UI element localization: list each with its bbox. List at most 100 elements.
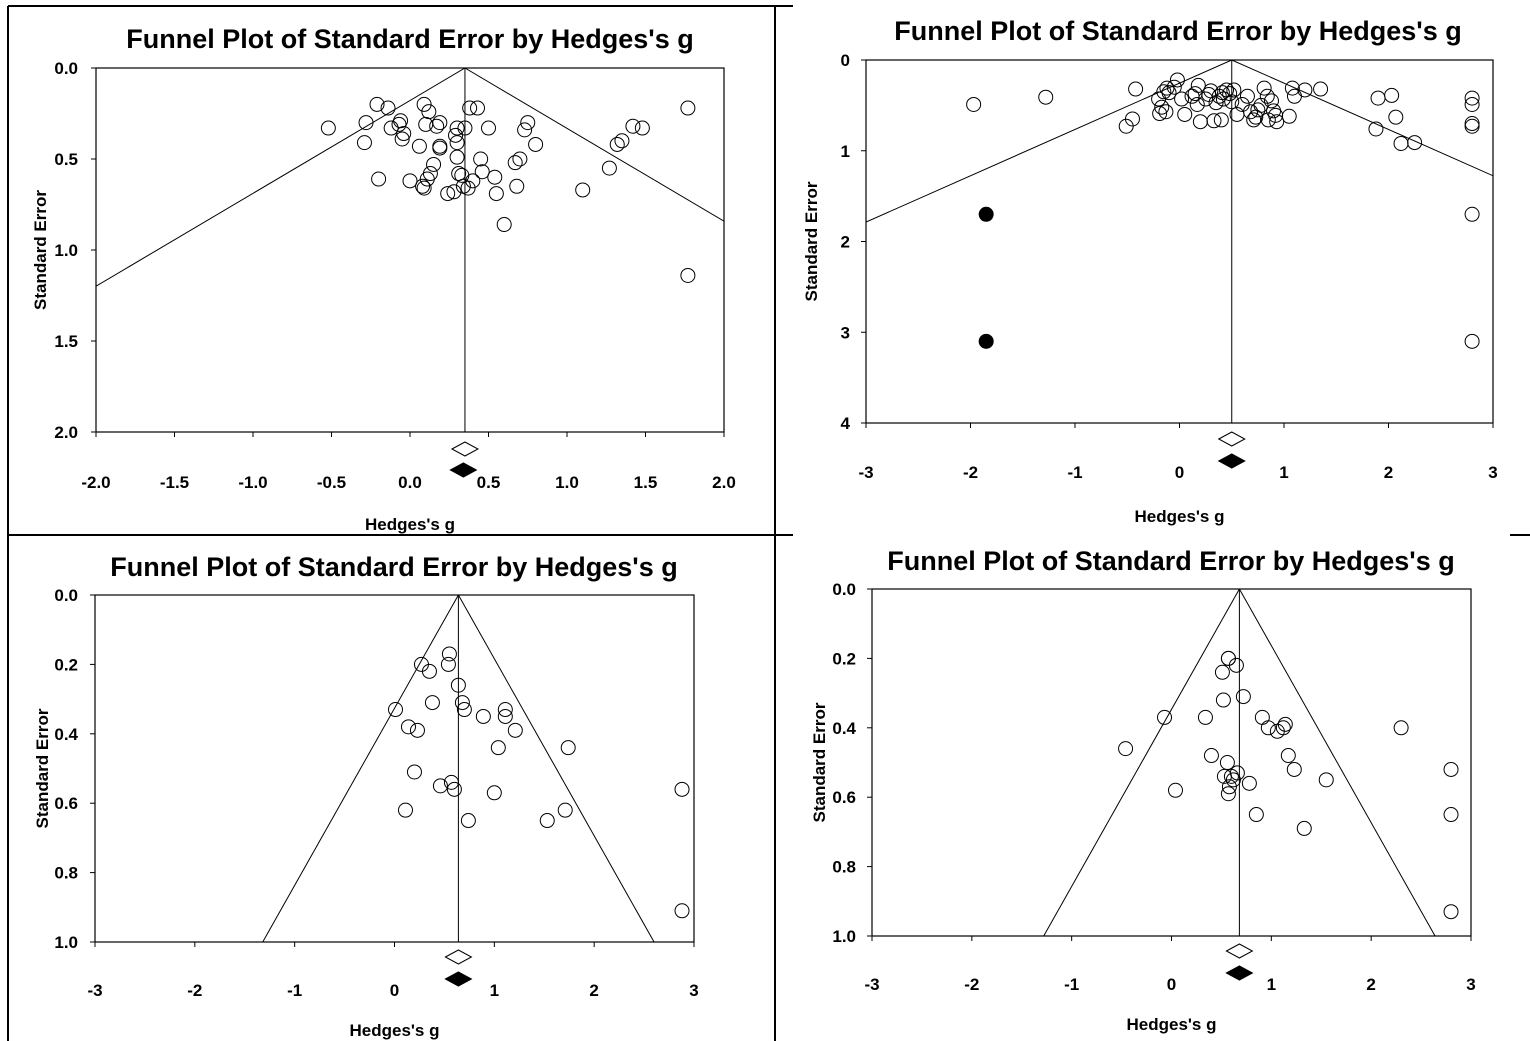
study-point: [409, 722, 425, 738]
study-point: [1260, 112, 1276, 128]
study-point: [1393, 720, 1409, 736]
study-point: [1254, 709, 1270, 725]
study-point: [674, 903, 690, 919]
observed-summary-diamond: [1217, 431, 1246, 447]
panel-borders: [7, 5, 1530, 1041]
study-point: [1224, 94, 1240, 110]
x-axis-label: Hedges's g: [365, 515, 455, 534]
study-point: [456, 702, 472, 718]
y-tick-label: 0.4: [54, 725, 78, 744]
study-point: [446, 781, 462, 797]
x-tick-label: -1.0: [238, 473, 267, 492]
imputed-summary-diamond: [1217, 453, 1246, 469]
study-point: [1281, 108, 1297, 124]
study-point: [432, 115, 448, 131]
study-point: [419, 171, 435, 187]
plot-area: [865, 59, 1494, 424]
study-point: [1443, 761, 1459, 777]
plot-area: [871, 588, 1472, 937]
study-point: [449, 135, 465, 151]
study-point: [1167, 782, 1183, 798]
study-point: [1464, 333, 1480, 349]
study-point: [432, 140, 448, 156]
x-tick-label: 1: [1279, 463, 1288, 482]
study-point: [1157, 709, 1173, 725]
study-point: [1443, 904, 1459, 920]
study-point: [1215, 692, 1231, 708]
study-point: [1280, 748, 1296, 764]
y-tick-label: 1.0: [832, 927, 856, 946]
study-point: [1152, 106, 1168, 122]
y-tick-label: 1: [841, 142, 850, 161]
study-point: [1215, 91, 1231, 107]
study-point: [966, 96, 982, 112]
x-tick-label: 0: [1167, 975, 1176, 994]
y-tick-label: 0.5: [54, 150, 78, 169]
study-point: [426, 156, 442, 172]
y-tick-label: 3: [841, 323, 850, 342]
study-point: [460, 813, 476, 829]
study-point: [481, 120, 496, 136]
y-tick-label: 0.2: [54, 655, 78, 674]
y-axis-label: Standard Error: [802, 181, 821, 301]
study-point: [402, 173, 418, 189]
study-point: [383, 120, 399, 136]
study-point: [1393, 135, 1409, 151]
study-point: [1219, 755, 1235, 770]
x-tick-label: 1: [1267, 975, 1276, 994]
x-tick-label: -2.0: [81, 473, 110, 492]
study-point: [1128, 81, 1144, 97]
funnel-lines: [96, 68, 724, 432]
funnel-lines: [866, 60, 1493, 423]
study-point: [1158, 104, 1174, 120]
y-tick-label: 0.0: [832, 580, 856, 599]
study-point: [1118, 118, 1134, 134]
study-point: [1214, 664, 1230, 680]
study-point: [1214, 85, 1230, 101]
y-tick-label: 0.8: [54, 864, 78, 883]
study-point: [575, 182, 591, 198]
study-point: [609, 136, 625, 152]
funnel-left-limit: [866, 60, 1232, 223]
x-tick-label: 3: [1488, 463, 1497, 482]
x-tick-label: 2.0: [712, 473, 736, 492]
study-point: [448, 127, 464, 143]
y-tick-label: 0.0: [54, 59, 78, 78]
study-point: [1177, 106, 1193, 122]
study-point: [1203, 748, 1219, 764]
study-point: [371, 171, 387, 187]
study-point: [1269, 114, 1285, 130]
x-axis-label: Hedges's g: [349, 1021, 439, 1040]
study-point: [1156, 84, 1172, 100]
study-point: [1407, 135, 1423, 151]
x-tick-label: -2: [187, 981, 202, 1000]
study-point: [1464, 90, 1480, 106]
funnel-right-limit: [464, 68, 724, 222]
study-point: [422, 166, 438, 182]
study-point: [454, 695, 470, 711]
study-point: [1284, 80, 1300, 96]
study-point: [1464, 116, 1480, 132]
study-point: [1222, 86, 1238, 102]
study-point: [1221, 779, 1237, 795]
study-point: [1192, 114, 1208, 130]
study-point: [680, 100, 696, 116]
x-tick-label: -3: [858, 463, 873, 482]
study-point: [1246, 112, 1262, 128]
study-point: [1248, 807, 1264, 823]
study-point: [1277, 716, 1293, 732]
funnel-right-limit: [1231, 60, 1493, 177]
y-axis-label: Standard Error: [31, 190, 50, 310]
study-point: [1197, 709, 1213, 725]
study-point: [1384, 87, 1400, 103]
y-tick-label: 0.4: [832, 719, 856, 738]
y-tick-label: 4: [841, 414, 851, 433]
study-point: [634, 120, 650, 136]
x-tick-label: 1.0: [555, 473, 579, 492]
imputed-study-point: [978, 333, 994, 349]
observed-summary-diamond: [1225, 943, 1254, 959]
y-tick-label: 0.6: [832, 788, 856, 807]
study-point: [397, 802, 413, 818]
study-point: [560, 740, 576, 756]
